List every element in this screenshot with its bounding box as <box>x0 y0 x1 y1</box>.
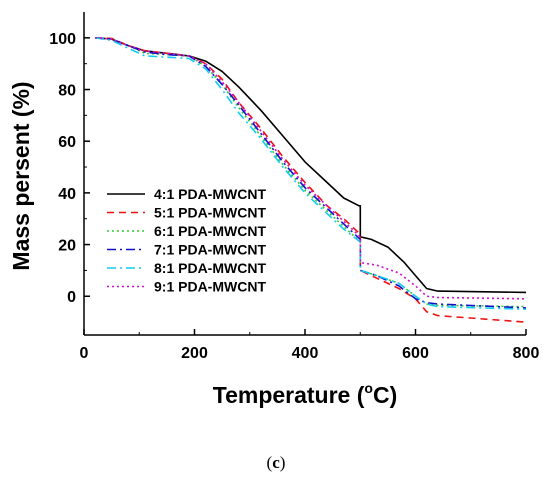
y-axis-title: Mass persent (%) <box>8 81 34 270</box>
panel-caption: (c) <box>267 453 286 472</box>
y-tick-labels: 0 20 40 60 80 100 <box>49 31 76 306</box>
legend-label-1: 4:1 PDA-MWCNT <box>154 186 266 202</box>
legend: 4:1 PDA-MWCNT 5:1 PDA-MWCNT 6:1 PDA-MWCNT 7… <box>107 186 266 295</box>
legend-label-2: 5:1 PDA-MWCNT <box>154 205 266 221</box>
y-tick-label: 40 <box>58 186 76 203</box>
x-axis-title-unit: C) <box>373 382 397 408</box>
x-tick-label: 800 <box>513 345 540 362</box>
y-tick-label: 0 <box>67 289 76 306</box>
y-tick-label: 100 <box>49 31 76 48</box>
y-tick-label: 20 <box>58 238 76 255</box>
axes <box>83 12 527 336</box>
x-axis-title: Temperature (oC) <box>213 380 398 408</box>
y-tick-label: 80 <box>58 83 76 100</box>
x-tick-labels: 0 200 400 600 800 <box>80 345 540 362</box>
x-tick-label: 0 <box>80 345 89 362</box>
series-layer <box>94 37 526 323</box>
y-tick-label: 60 <box>58 134 76 151</box>
x-tick-label: 200 <box>181 345 208 362</box>
x-axis-title-main: Temperature ( <box>213 382 365 408</box>
legend-label-5: 8:1 PDA-MWCNT <box>154 260 266 276</box>
legend-label-3: 6:1 PDA-MWCNT <box>154 223 266 239</box>
x-axis-title-degree: o <box>364 380 373 396</box>
legend-label-6: 9:1 PDA-MWCNT <box>154 279 266 295</box>
x-tick-label: 400 <box>292 345 319 362</box>
x-tick-label: 600 <box>402 345 429 362</box>
series-line-4 <box>94 37 526 309</box>
series-line-5 <box>94 37 526 310</box>
series-line-3 <box>94 37 526 308</box>
series-line-2 <box>94 37 526 323</box>
legend-label-4: 7:1 PDA-MWCNT <box>154 242 266 258</box>
